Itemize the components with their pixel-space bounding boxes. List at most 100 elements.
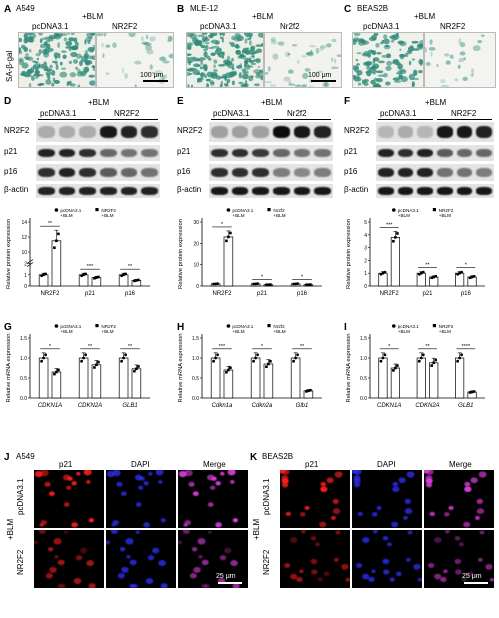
legend-label-control: pcDNA3.1 — [232, 324, 253, 329]
data-point — [133, 279, 136, 283]
data-point — [212, 359, 216, 363]
data-point — [93, 366, 96, 369]
bar — [263, 363, 274, 399]
data-point — [254, 356, 257, 360]
significance-stars: ** — [300, 344, 305, 350]
bar — [38, 357, 49, 399]
micrograph-control — [186, 32, 264, 88]
if-image — [34, 470, 104, 528]
data-point — [430, 276, 434, 280]
data-point — [392, 369, 395, 372]
blot-band — [211, 148, 228, 158]
blot-band — [231, 148, 249, 158]
if-image — [106, 470, 176, 528]
cell-line-label: BEAS2B — [262, 452, 294, 461]
y-tick-label: 10 — [193, 263, 199, 269]
condition-label-oe: NR2F2 — [114, 109, 140, 118]
blot-band — [437, 126, 453, 138]
legend-label-oe: Nr2f2 — [273, 208, 285, 213]
data-point — [225, 370, 228, 374]
data-point — [265, 365, 268, 369]
data-point — [124, 353, 127, 357]
legend-label-oe: +BLM — [439, 213, 451, 218]
legend-label-oe: NR2F2 — [439, 208, 454, 213]
data-point — [296, 282, 299, 286]
scale-bar — [143, 80, 168, 82]
cell-line-label: A549 — [16, 4, 35, 13]
data-point — [252, 282, 256, 286]
y-tick-label: 0.0 — [20, 396, 27, 402]
blot-band — [273, 148, 290, 158]
x-tick-label: p21 — [257, 291, 268, 297]
if-row-label: NR2F2 — [16, 549, 25, 575]
legend-label-control: +BLM — [60, 329, 72, 334]
y-tick-label: 0.0 — [192, 396, 199, 402]
blot-band — [252, 167, 269, 178]
y-tick-label: 2 — [364, 258, 367, 264]
data-point — [124, 272, 127, 276]
y-tick-label: 2 — [24, 262, 27, 268]
x-tick-label: CDKN2A — [78, 403, 102, 409]
blot-band — [314, 126, 331, 138]
blot-band — [38, 167, 55, 178]
data-point — [55, 370, 58, 374]
legend-label-control: pcDNA3.1 — [60, 208, 81, 213]
treatment-label: +BLM — [88, 98, 110, 107]
legend-marker-control — [54, 208, 59, 212]
data-point — [396, 232, 399, 235]
y-tick-label: 4 — [364, 233, 367, 239]
data-point — [269, 359, 272, 363]
blot-band — [293, 167, 311, 178]
x-tick-label: GLB1 — [458, 403, 473, 409]
x-tick-label: p21 — [85, 291, 96, 297]
y-tick-label: 10 — [21, 250, 27, 256]
stained-cells — [425, 34, 485, 87]
if-row-label: pcDNA3.1 — [16, 478, 25, 515]
data-point — [267, 283, 270, 287]
y-tick-label: 0 — [24, 284, 27, 290]
data-point — [44, 353, 47, 357]
blot-band — [397, 148, 414, 158]
bar — [223, 369, 234, 399]
data-point — [460, 353, 464, 357]
blot-band — [141, 187, 158, 195]
data-point — [137, 365, 140, 368]
data-point — [53, 246, 56, 250]
data-point — [468, 391, 472, 394]
blot-band — [417, 187, 433, 195]
significance-stars: *** — [219, 344, 226, 350]
data-point — [394, 236, 397, 239]
blot-band — [79, 148, 96, 158]
legend-marker-oe — [432, 208, 436, 212]
axis-break — [26, 259, 34, 264]
y-tick-label: 0 — [196, 284, 199, 290]
blot-band — [273, 167, 290, 178]
data-point — [135, 279, 138, 282]
condition-bracket — [437, 119, 492, 120]
blot-band — [58, 126, 76, 138]
data-point — [307, 389, 310, 393]
condition-label-control: pcDNA3.1 — [213, 109, 250, 118]
micrograph-oe — [96, 32, 174, 88]
blot-band — [476, 126, 492, 138]
data-point — [309, 388, 312, 392]
significance-stars: * — [388, 344, 391, 350]
condition-bracket — [100, 119, 158, 120]
micrograph-control — [18, 32, 96, 88]
scale-bar-label: 100 μm — [308, 72, 332, 79]
nuclei — [424, 470, 487, 528]
panel-letter-i: I — [344, 322, 347, 333]
significance-stars: * — [465, 263, 468, 269]
blot-band — [100, 187, 117, 195]
blot-band — [456, 187, 473, 195]
data-point — [379, 359, 383, 363]
panel-letter: F — [344, 96, 351, 107]
bar — [290, 357, 301, 399]
x-tick-label: CDKN2A — [415, 403, 439, 409]
data-point — [93, 276, 96, 280]
legend-marker-control — [226, 208, 231, 212]
blot-strip — [36, 122, 160, 142]
data-point — [294, 282, 297, 286]
x-tick-label: Cdkn1a — [212, 403, 233, 409]
condition-label-control: pcDNA3.1 — [40, 109, 77, 118]
